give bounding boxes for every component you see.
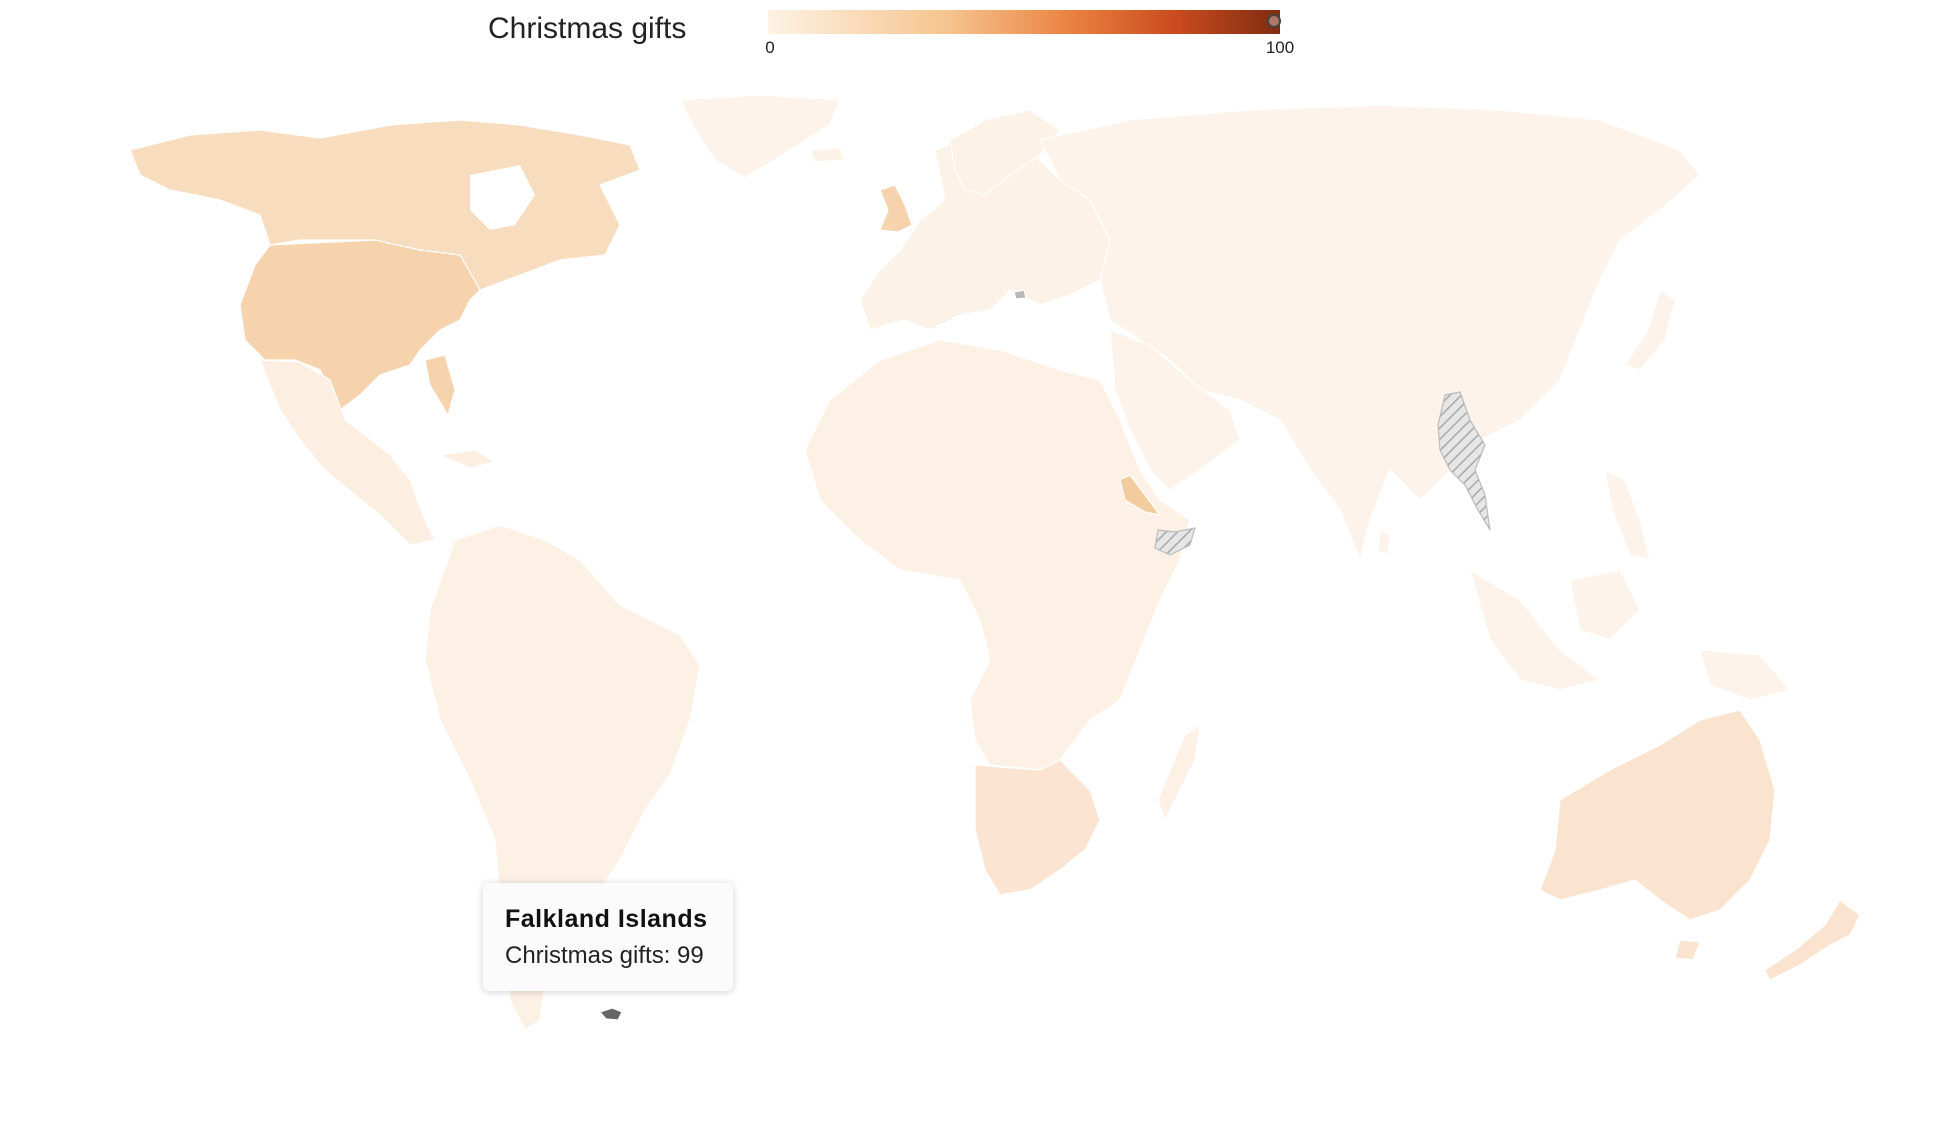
region-russia-asia[interactable] — [1039, 104, 1701, 562]
region-mexico-central-america[interactable] — [259, 359, 436, 546]
region-philippines[interactable] — [1604, 468, 1651, 561]
region-southeast-asia[interactable] — [1469, 568, 1602, 691]
region-southern-africa[interactable] — [974, 759, 1101, 896]
legend-color-bar — [768, 10, 1280, 34]
region-japan[interactable] — [1624, 289, 1676, 371]
region-borneo[interactable] — [1569, 569, 1641, 641]
region-north-america[interactable] — [129, 119, 641, 291]
region-florida[interactable] — [424, 354, 456, 417]
region-somalia[interactable] — [1154, 527, 1196, 556]
region-kosovo[interactable] — [1013, 289, 1027, 300]
region-sri-lanka[interactable] — [1377, 529, 1391, 556]
region-iceland[interactable] — [809, 147, 846, 163]
region-united-kingdom[interactable] — [879, 184, 913, 233]
region-eritrea[interactable] — [1119, 474, 1162, 516]
region-australia[interactable] — [1539, 709, 1776, 921]
region-scandinavia[interactable] — [949, 109, 1061, 196]
region-falkland-islands[interactable] — [598, 1007, 623, 1021]
tooltip-country-name: Falkland Islands — [505, 905, 708, 933]
region-tasmania[interactable] — [1674, 939, 1701, 961]
region-madagascar[interactable] — [1157, 723, 1201, 822]
legend-max-label: 100 — [1265, 38, 1295, 57]
region-new-guinea[interactable] — [1699, 649, 1792, 701]
map-tooltip: Falkland Islands Christmas gifts: 99 — [483, 883, 733, 991]
region-arabian-peninsula[interactable] — [1109, 329, 1241, 491]
region-africa[interactable] — [804, 339, 1191, 771]
legend-hover-marker — [1266, 14, 1281, 28]
region-greenland[interactable] — [679, 94, 841, 179]
region-new-zealand[interactable] — [1764, 899, 1861, 981]
legend-min-label: 0 — [765, 38, 775, 57]
region-myanmar[interactable] — [1437, 391, 1491, 531]
tooltip-metric-value: Christmas gifts: 99 — [505, 942, 704, 969]
legend-title: Christmas gifts — [488, 12, 687, 45]
region-caribbean[interactable] — [437, 449, 497, 469]
region-united-states[interactable] — [239, 239, 481, 411]
